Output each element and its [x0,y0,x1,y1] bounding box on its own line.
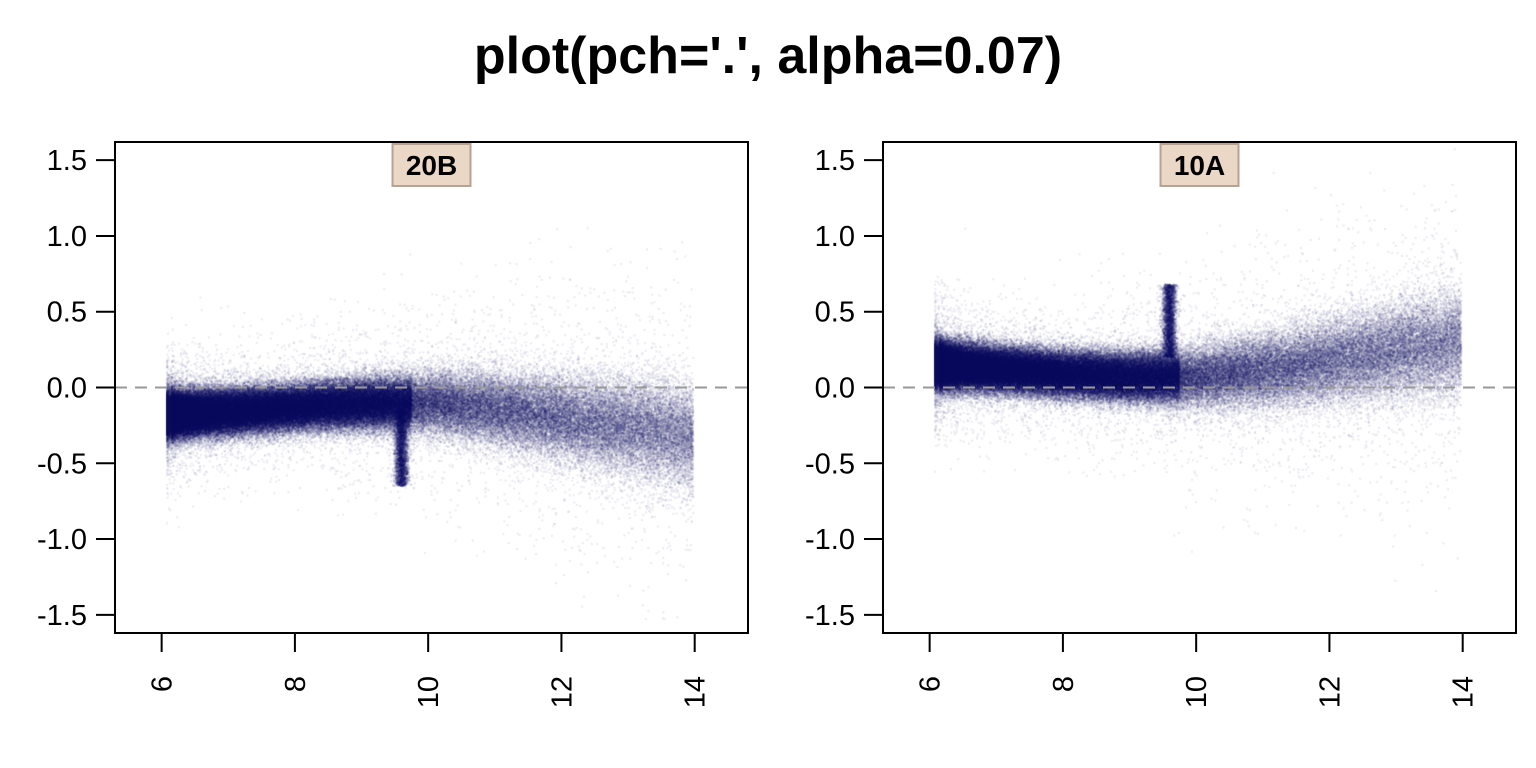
y-tick-label: 0.5 [815,297,855,329]
y-tick-label: 1.0 [815,221,855,253]
y-tick-label: 1.5 [47,145,87,177]
y-tick-label: -1.0 [37,524,87,556]
panel-label-box [391,143,472,187]
x-tick-label: 8 [280,676,312,692]
x-tick-label: 10 [413,676,445,708]
y-tick-label: -1.0 [805,524,855,556]
y-tick-label: -0.5 [805,448,855,480]
x-tick-label: 14 [1448,676,1480,708]
panel-10a: -1.5 -1.0 -0.5 0.0 0.5 1.0 1.5 6 8 10 12 14 10A [805,141,1517,708]
figure-title: plot(pch='.', alpha=0.07) [473,27,1063,85]
panel-label-box [1159,143,1240,187]
panel-label: 10A [1174,150,1225,181]
y-tick-label: 1.0 [47,221,87,253]
x-tick-label: 12 [546,676,578,708]
panel-label: 20B [406,150,457,181]
y-tick-label: -0.5 [37,448,87,480]
x-tick-label: 6 [915,676,947,692]
y-tick-label: 0.5 [47,297,87,329]
scatter-points [883,142,1516,633]
x-tick-label: 12 [1314,676,1346,708]
x-tick-label: 8 [1048,676,1080,692]
x-tick-label: 14 [680,676,712,708]
x-tick-label: 10 [1181,676,1213,708]
y-tick-label: -1.5 [37,600,87,632]
y-tick-label: 1.5 [815,145,855,177]
x-tick-label: 6 [147,676,179,692]
y-tick-label: -1.5 [805,600,855,632]
panel-20b: -1.5 -1.0 -0.5 0.0 0.5 1.0 1.5 6 8 10 12 14 20B [37,141,749,708]
scatter-points [115,142,748,633]
y-tick-label: 0.0 [815,373,855,405]
y-tick-label: 0.0 [47,373,87,405]
